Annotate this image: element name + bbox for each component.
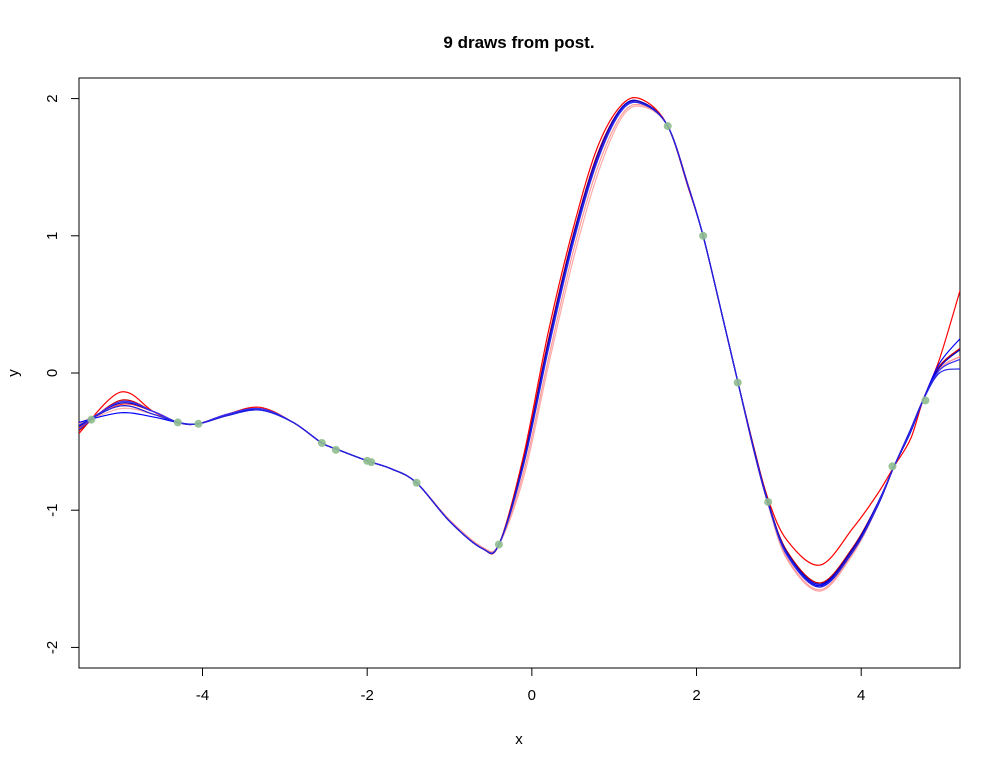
y-axis-label: y bbox=[5, 369, 22, 377]
y-axis: -2 -1 0 1 2 bbox=[44, 94, 79, 654]
data-point bbox=[317, 438, 326, 447]
y-tick-label: 1 bbox=[44, 232, 61, 240]
data-point bbox=[494, 540, 503, 549]
data-point bbox=[699, 231, 708, 240]
series-line-2 bbox=[79, 99, 960, 584]
data-point bbox=[367, 458, 376, 467]
data-point bbox=[663, 122, 672, 131]
data-point bbox=[921, 396, 930, 405]
y-tick-label: 2 bbox=[44, 94, 61, 102]
data-point bbox=[412, 478, 421, 487]
data-point bbox=[331, 445, 340, 454]
data-point bbox=[87, 415, 96, 424]
series-line-4 bbox=[79, 105, 960, 592]
series-line-1 bbox=[79, 96, 960, 566]
series-line-9 bbox=[79, 100, 960, 588]
data-point bbox=[888, 462, 897, 471]
x-tick-label: 4 bbox=[857, 687, 865, 704]
series-line-8 bbox=[79, 101, 960, 588]
series-layer bbox=[79, 96, 960, 592]
x-axis-label: x bbox=[515, 731, 523, 748]
series-line-6 bbox=[79, 101, 960, 587]
series-line-5 bbox=[79, 103, 960, 591]
x-tick-label: 2 bbox=[692, 687, 700, 704]
data-point bbox=[173, 418, 182, 427]
x-tick-label: -4 bbox=[196, 687, 209, 704]
y-tick-label: -1 bbox=[44, 504, 61, 517]
data-point bbox=[733, 378, 742, 387]
series-line-3 bbox=[79, 101, 960, 588]
chart-title: 9 draws from post. bbox=[443, 33, 594, 52]
x-axis: -4 -2 0 2 4 bbox=[196, 668, 865, 704]
data-point bbox=[194, 419, 203, 428]
y-tick-label: -2 bbox=[44, 641, 61, 654]
points-layer bbox=[87, 122, 930, 549]
x-tick-label: 0 bbox=[528, 687, 536, 704]
data-point bbox=[764, 497, 773, 506]
series-line-7 bbox=[79, 99, 960, 585]
y-tick-label: 0 bbox=[44, 369, 61, 377]
x-tick-label: -2 bbox=[361, 687, 374, 704]
